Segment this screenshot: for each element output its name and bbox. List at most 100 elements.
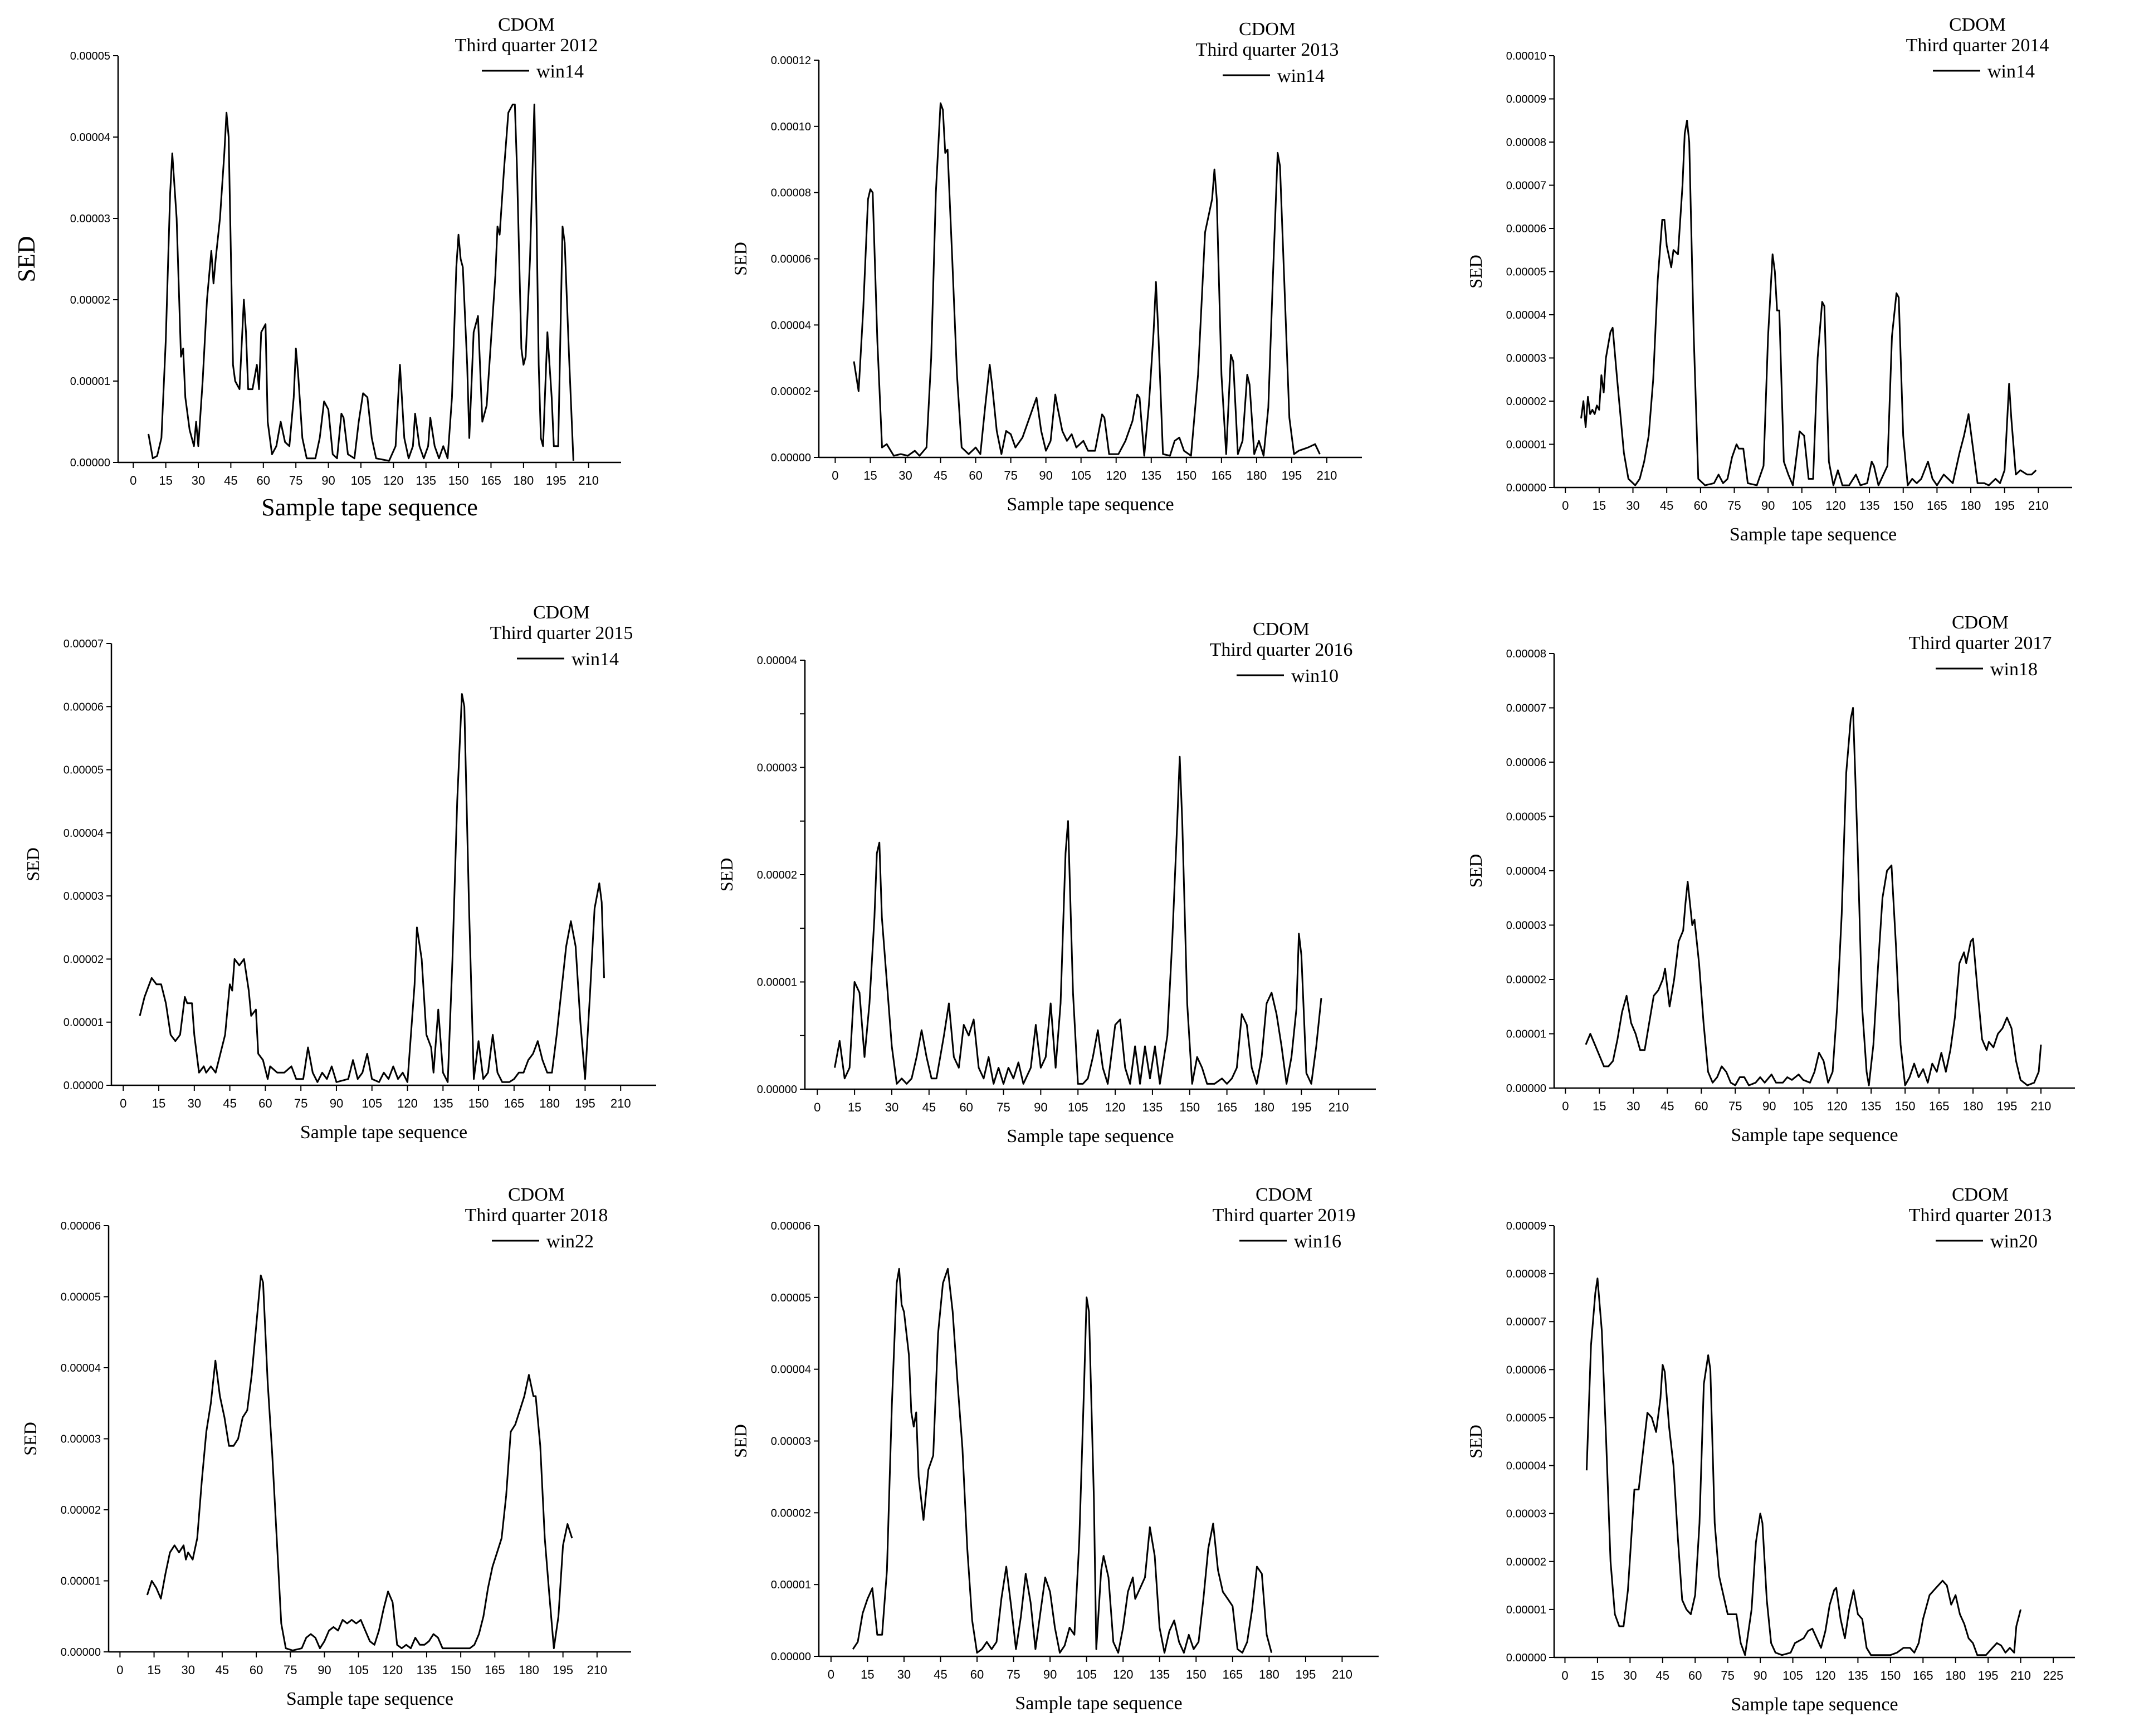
x-tick-label: 210 (578, 474, 599, 487)
x-tick-label: 15 (152, 1096, 165, 1110)
chart-title: CDOM (498, 14, 555, 35)
x-tick-label: 45 (934, 469, 947, 482)
x-tick-label: 195 (546, 474, 566, 487)
x-tick-label: 105 (351, 474, 372, 487)
x-tick-label: 90 (1761, 499, 1775, 513)
y-axis-label: SED (13, 236, 40, 282)
legend: win14 (1223, 66, 1325, 86)
chart-panel-5: 0.00000 0.00001 0.00002 0.00003 0.00004 0 15 30… (716, 619, 1376, 1147)
x-axis-label: Sample tape sequence (1731, 1694, 1898, 1715)
y-tick-label: 0.00001 (771, 1579, 811, 1591)
x-tick-label: 0 (1562, 499, 1569, 513)
legend-label: win14 (572, 649, 619, 670)
y-tick-label: 0.00002 (1506, 974, 1546, 986)
legend: win16 (1239, 1231, 1341, 1252)
x-tick-label: 0 (832, 469, 838, 482)
y-tick-label: 0.00000 (1506, 1082, 1546, 1095)
x-tick-label: 105 (1793, 1099, 1814, 1113)
x-tick-label: 135 (417, 1663, 437, 1677)
x-tick-label: 15 (848, 1100, 861, 1114)
y-tick-label: 0.00008 (771, 187, 811, 199)
x-tick-label: 75 (284, 1663, 297, 1677)
x-tick-label: 195 (1994, 499, 2015, 513)
x-tick-label: 180 (513, 474, 534, 487)
series-line-win18 (1585, 707, 2042, 1086)
y-tick-label: 0.00004 (1506, 1460, 1546, 1472)
y-tick-label: 0.00000 (61, 1646, 101, 1659)
chart-title: CDOM (1952, 1184, 2009, 1205)
y-tick-label: 0.00002 (64, 953, 104, 965)
y-tick-label: 0.00000 (757, 1084, 797, 1096)
x-tick-label: 30 (885, 1100, 898, 1114)
y-tick-label: 0.00001 (757, 977, 797, 989)
x-tick-label: 30 (192, 474, 205, 487)
y-tick-label: 0.00000 (70, 457, 110, 469)
y-tick-label: 0.00000 (1506, 1652, 1546, 1664)
y-tick-label: 0.00003 (757, 762, 797, 774)
y-tick-label: 0.00005 (771, 1292, 811, 1304)
x-tick-label: 90 (1043, 1667, 1057, 1681)
series-line-win10 (834, 755, 1322, 1085)
x-tick-label: 75 (1728, 1099, 1742, 1113)
y-tick-label: 0.00006 (1506, 757, 1546, 769)
x-tick-label: 15 (861, 1667, 874, 1681)
x-tick-label: 165 (504, 1096, 525, 1110)
chart-title: CDOM (1952, 612, 2009, 633)
x-tick-label: 30 (1626, 499, 1639, 513)
x-tick-label: 15 (147, 1663, 160, 1677)
y-tick-label: 0.00002 (1506, 396, 1546, 408)
y-tick-label: 0.00006 (1506, 1364, 1546, 1376)
x-tick-label: 180 (1961, 499, 1981, 513)
x-tick-label: 15 (1593, 1099, 1606, 1113)
y-axis-label: SED (20, 1422, 40, 1455)
series-line-win14 (148, 104, 574, 462)
y-tick-label: 0.00002 (70, 294, 110, 306)
legend-label: win18 (1990, 659, 2038, 680)
x-tick-label: 90 (318, 1663, 331, 1677)
y-axis-label: SED (1466, 1425, 1486, 1458)
x-tick-label: 0 (814, 1100, 821, 1114)
legend-label: win22 (546, 1231, 594, 1252)
x-tick-label: 45 (1660, 499, 1673, 513)
x-tick-label: 75 (289, 474, 302, 487)
x-tick-label: 210 (2028, 499, 2049, 513)
chart-panel-3: 0.00000 0.00001 0.00002 0.00003 0.00004 0.000… (1466, 14, 2072, 545)
x-tick-label: 195 (1997, 1099, 2018, 1113)
x-tick-label: 150 (1895, 1099, 1916, 1113)
y-tick-label: 0.00007 (1506, 703, 1546, 715)
x-tick-label: 150 (1186, 1667, 1207, 1681)
y-tick-label: 0.00001 (70, 376, 110, 388)
x-tick-label: 75 (1004, 469, 1017, 482)
y-tick-label: 0.00003 (1506, 353, 1546, 365)
x-tick-label: 150 (468, 1096, 489, 1110)
y-tick-label: 0.00002 (1506, 1556, 1546, 1568)
y-axis-label: SED (730, 242, 750, 275)
y-tick-label: 0.00004 (61, 1362, 101, 1374)
legend-label: win14 (1987, 61, 2035, 82)
x-axis-label: Sample tape sequence (1731, 1125, 1898, 1145)
y-tick-label: 0.00004 (1506, 309, 1546, 321)
x-tick-label: 75 (1007, 1667, 1020, 1681)
series-line-win20 (1585, 1277, 2022, 1656)
chart-title: CDOM (1253, 619, 1310, 640)
x-tick-label: 45 (224, 474, 237, 487)
series-line-win14 (139, 693, 605, 1083)
x-tick-label: 105 (348, 1663, 369, 1677)
chart-panel-4: 0.00000 0.00001 0.00002 0.00003 0.00004 0.000… (23, 602, 656, 1143)
x-tick-label: 45 (934, 1667, 947, 1681)
x-tick-label: 120 (383, 474, 404, 487)
x-tick-label: 30 (898, 469, 912, 482)
x-tick-label: 195 (1978, 1669, 1999, 1683)
chart-subtitle: Third quarter 2013 (1909, 1205, 2052, 1226)
x-tick-label: 45 (223, 1096, 236, 1110)
x-tick-label: 0 (120, 1096, 126, 1110)
x-tick-label: 165 (1913, 1669, 1933, 1683)
x-axis-label: Sample tape sequence (1007, 494, 1174, 515)
x-tick-label: 210 (587, 1663, 607, 1677)
legend-label: win16 (1294, 1231, 1341, 1252)
x-tick-label: 150 (1880, 1669, 1901, 1683)
legend: win20 (1936, 1231, 2038, 1252)
y-tick-label: 0.00000 (771, 1651, 811, 1663)
series-line-win14 (853, 102, 1321, 457)
